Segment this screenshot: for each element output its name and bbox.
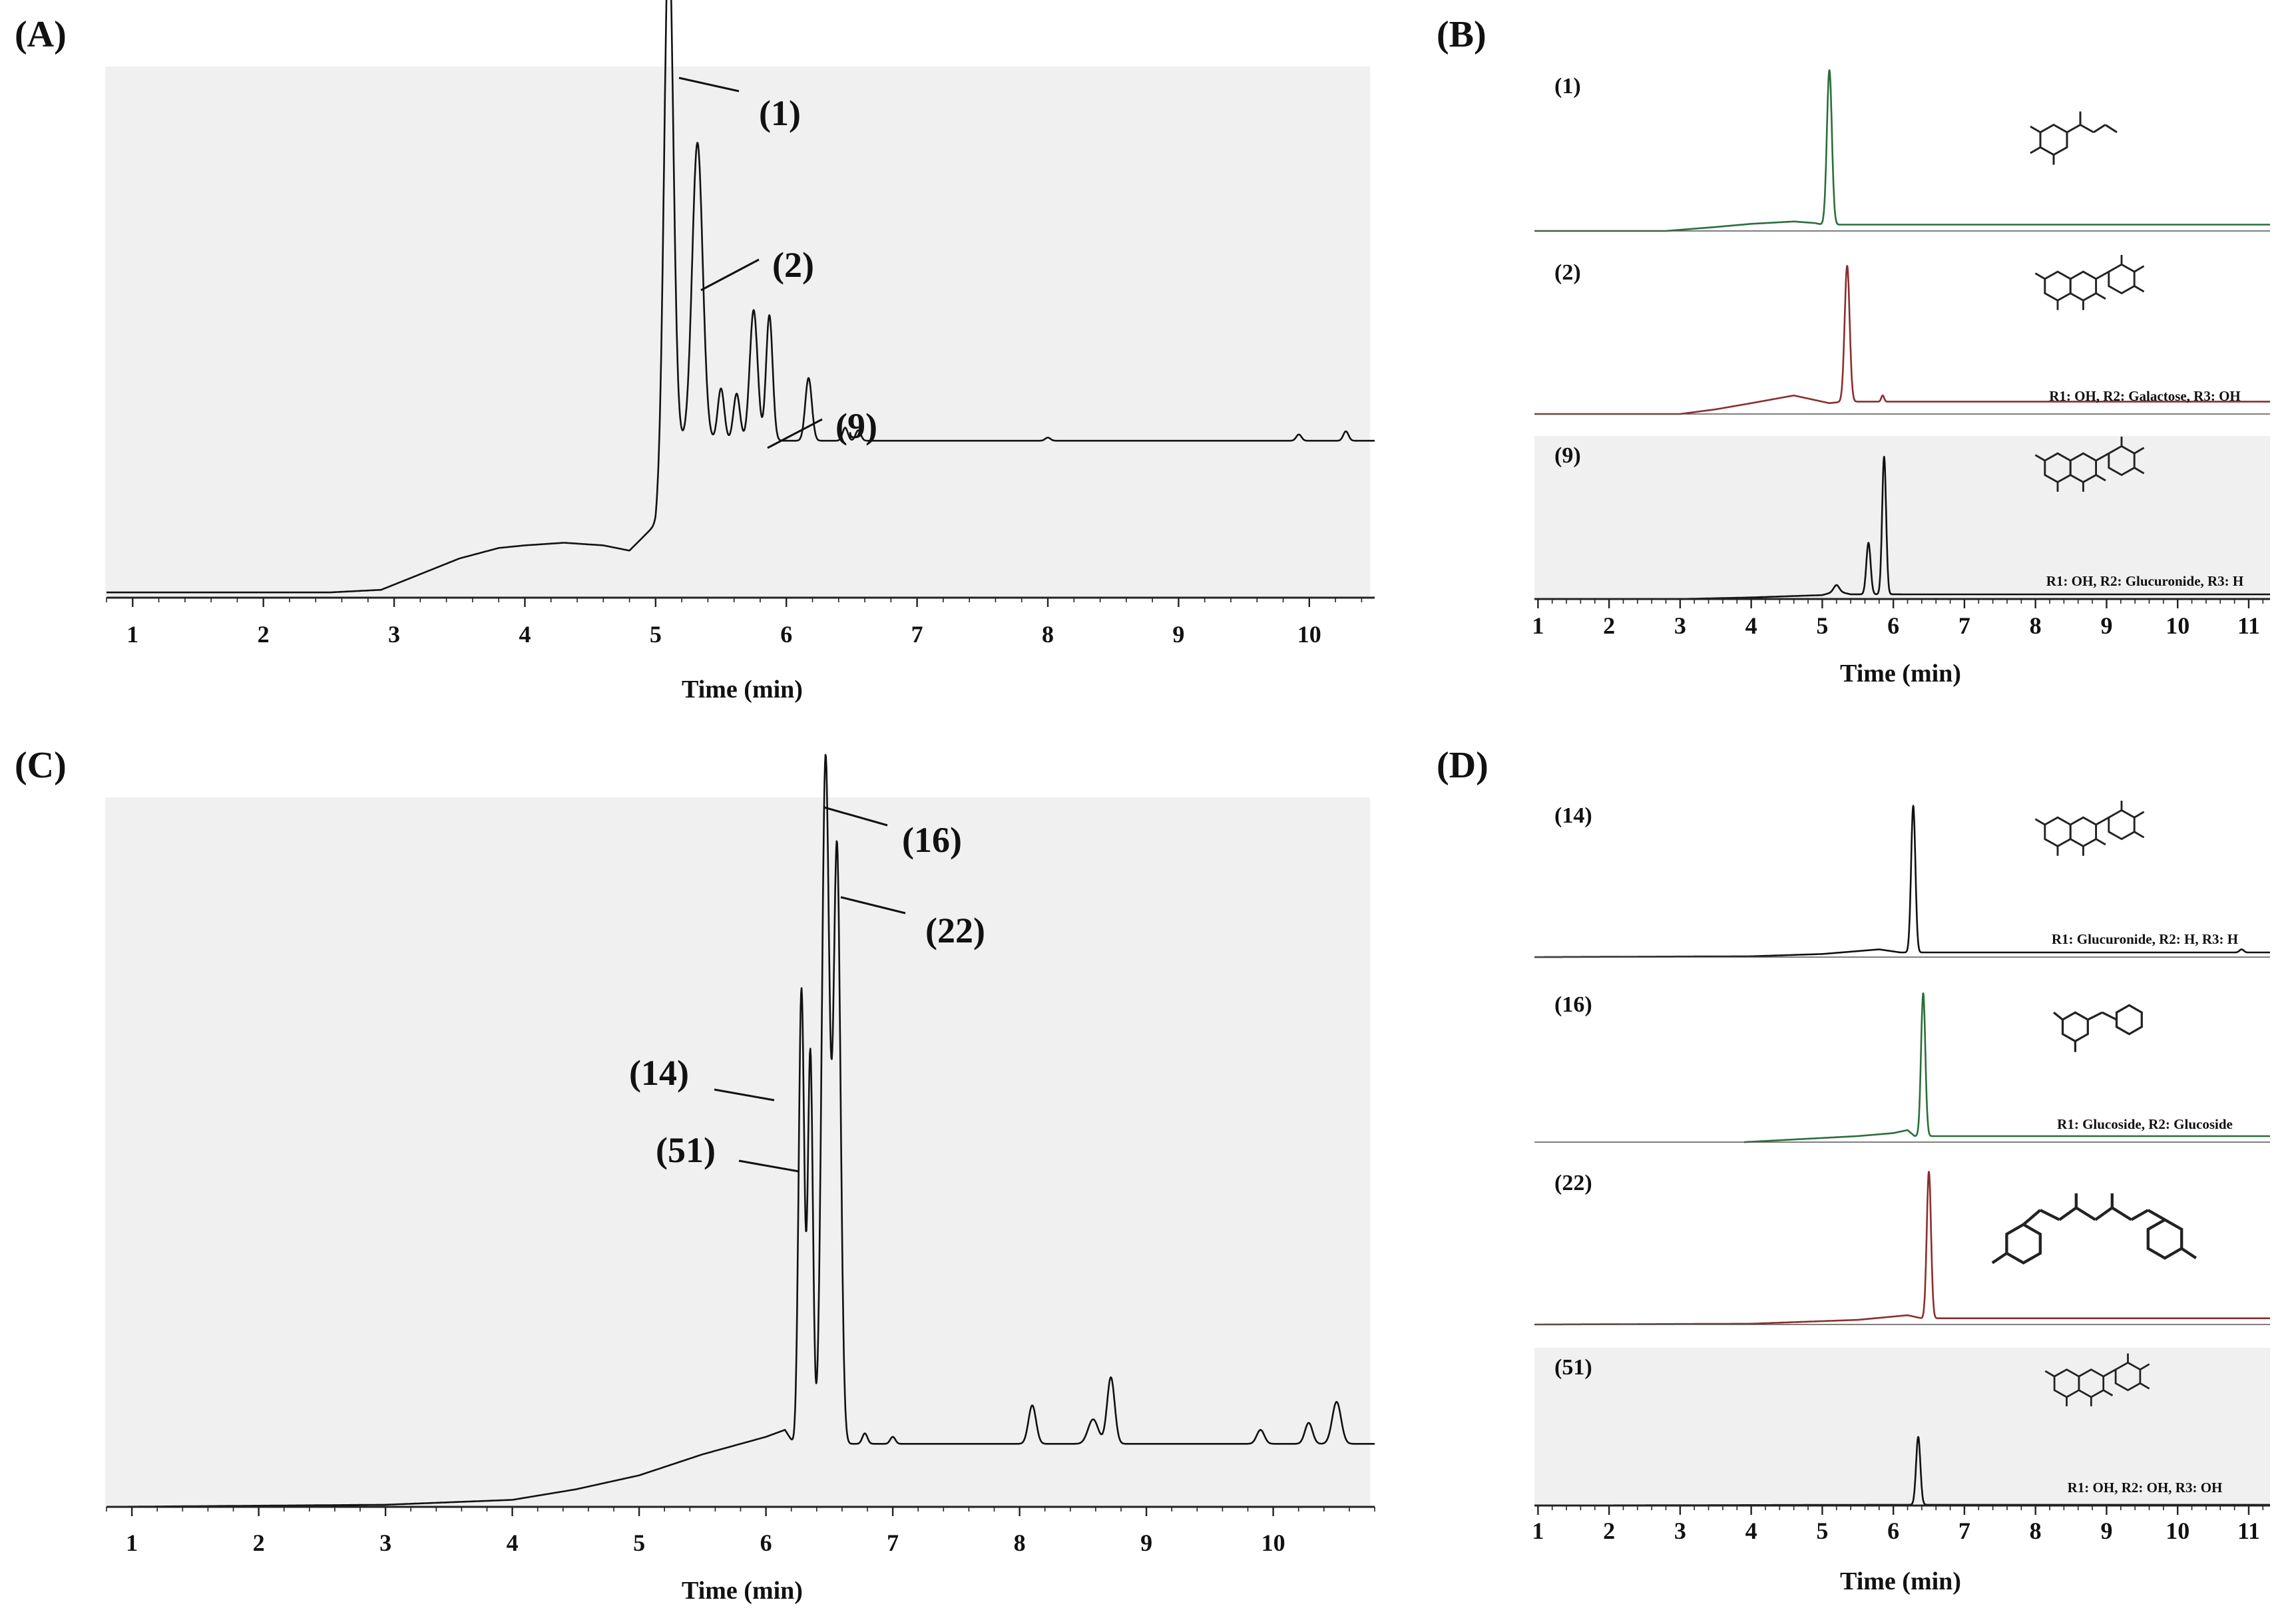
panel-d-tick-label: 8 (2030, 1518, 2042, 1544)
panel-d: (D) (14) R1: Glucuronide, R2: H, R3: H (16)… (1437, 745, 2271, 1595)
panel-a-tick-label: 3 (388, 621, 400, 648)
panel-d-tick-label: 11 (2237, 1518, 2260, 1544)
panel-c-tick-label: 9 (1140, 1529, 1152, 1556)
panel-c-tick-label: 2 (253, 1529, 265, 1556)
panel-c-peak-label: (22) (925, 911, 985, 950)
panel-a-peak-label: (2) (772, 245, 814, 285)
panel-c-chromatogram (106, 753, 1375, 1508)
panel-b-subplot-trace (1534, 69, 2271, 232)
panel-a-annotation-leader (767, 418, 823, 449)
panel-c-annotation-leader (714, 1088, 775, 1102)
panel-d-structure-icon (1992, 1193, 2196, 1263)
panel-a-annotation-leader (700, 258, 760, 292)
panel-d-tick-label: 5 (1816, 1518, 1828, 1544)
panel-d-subplot-trace (1743, 992, 2271, 1143)
panel-b-structure-icon (2034, 254, 2146, 311)
panel-a-chromatogram (106, 0, 1375, 594)
panel-d-subplot-label: (14) (1554, 803, 1592, 828)
panel-a: (A) 1 2 3 4 5 6 7 8 9 10 Time (min) (1) (2) (9) (15, 0, 1375, 704)
panel-b-tick-label: 10 (2166, 612, 2189, 639)
panel-b-structure-caption: R1: OH, R2: Glucuronide, R3: H (2046, 573, 2244, 589)
panel-b-tick-label: 6 (1887, 612, 1899, 639)
panel-b-tick-label: 2 (1603, 612, 1615, 639)
panel-b-tick-label: 11 (2237, 612, 2260, 639)
panel-c-tick-label: 5 (633, 1529, 645, 1556)
panel-b-subplot-label: (2) (1554, 260, 1581, 285)
panel-c-annotation-leader (840, 896, 906, 914)
panel-d-subplot-bg (1534, 1348, 2270, 1506)
panel-label-a: (A) (15, 14, 67, 55)
panel-c-peak-label: (14) (629, 1053, 689, 1093)
panel-label-c: (C) (15, 745, 67, 786)
panel-d-tick-label: 9 (2100, 1518, 2112, 1544)
panel-c-annotation-leader (738, 1159, 800, 1173)
panel-c-peak-label: (16) (902, 820, 962, 860)
panel-c: (C) 1 2 3 4 5 6 7 8 9 10 Time (min) (16) (22) (14) (51) (15, 745, 1375, 1605)
panel-c-tick-label: 7 (887, 1529, 899, 1556)
panel-b-subplot-label: (9) (1554, 443, 1581, 468)
panel-b-tick-label: 9 (2100, 612, 2112, 639)
panel-a-annotation-leader (678, 77, 740, 93)
panel-a-tick-label: 8 (1042, 621, 1054, 648)
panel-b-tick-label: 3 (1674, 612, 1686, 639)
panel-b-structure-caption: R1: OH, R2: Galactose, R3: OH (2049, 388, 2241, 404)
panel-b-tick-label: 1 (1532, 612, 1544, 639)
panel-d-structure-icon (2052, 1004, 2143, 1054)
panel-b-subplot-bg (1534, 436, 2270, 599)
panel-a-tick-label: 2 (258, 621, 270, 648)
panel-c-tick-label: 6 (760, 1529, 772, 1556)
panel-b-tick-label: 7 (1958, 612, 1970, 639)
panel-d-subplot-label: (16) (1554, 992, 1592, 1017)
panel-d-structure-caption: R1: Glucuronide, R2: H, R3: H (2052, 931, 2238, 947)
panel-d-tick-label: 1 (1532, 1518, 1544, 1544)
panel-a-peak-label: (1) (759, 93, 801, 133)
panel-c-x-label: Time (min) (682, 1577, 803, 1605)
panel-a-plot-area (105, 67, 1370, 598)
panel-b-x-label: Time (min) (1840, 660, 1961, 688)
panel-d-x-label: Time (min) (1840, 1567, 1961, 1595)
panel-b-tick-label: 5 (1816, 612, 1828, 639)
panel-a-x-label: Time (min) (682, 676, 803, 704)
panel-b-tick-label: 8 (2030, 612, 2042, 639)
panel-b-subplot-label: (1) (1554, 74, 1581, 99)
panel-d-subplot-label: (51) (1554, 1355, 1592, 1380)
panel-b-tick-label: 4 (1745, 612, 1757, 639)
panel-label-d: (D) (1437, 745, 1489, 786)
panel-d-subplot-trace (1534, 1171, 2271, 1326)
panel-c-tick-label: 3 (379, 1529, 391, 1556)
panel-d-structure-icon (2034, 799, 2146, 857)
panel-a-tick-label: 6 (780, 621, 792, 648)
panel-d-tick-label: 6 (1887, 1518, 1899, 1544)
panel-a-peak-label: (9) (835, 406, 877, 446)
panel-c-annotation-leader (823, 806, 888, 827)
panel-b-structure-icon (2029, 110, 2118, 166)
panel-a-tick-label: 1 (126, 621, 138, 648)
panel-c-tick-label: 10 (1261, 1529, 1285, 1556)
panel-d-tick-label: 3 (1674, 1518, 1686, 1544)
panel-a-tick-label: 7 (911, 621, 923, 648)
panel-d-structure-caption: R1: Glucoside, R2: Glucoside (2057, 1116, 2233, 1132)
panel-label-b: (B) (1437, 14, 1487, 55)
panel-d-tick-label: 7 (1958, 1518, 1970, 1544)
panel-c-tick-label: 8 (1014, 1529, 1026, 1556)
panel-d-tick-label: 2 (1603, 1518, 1615, 1544)
panel-c-tick-label: 4 (507, 1529, 519, 1556)
panel-c-peak-label: (51) (656, 1130, 716, 1170)
panel-a-tick-label: 5 (650, 621, 662, 648)
panel-c-tick-label: 1 (126, 1529, 138, 1556)
panel-a-tick-label: 9 (1172, 621, 1184, 648)
panel-c-plot-area (105, 797, 1370, 1507)
panel-a-tick-label: 10 (1297, 621, 1321, 648)
panel-a-tick-label: 4 (519, 621, 531, 648)
panel-b: (B) (1) (2) R1: OH, R2: Galactose, R3: OH (9… (1437, 14, 2271, 688)
panel-d-subplot-label: (22) (1554, 1171, 1592, 1195)
panel-d-structure-caption: R1: OH, R2: OH, R3: OH (2068, 1480, 2223, 1496)
panel-d-tick-label: 10 (2166, 1518, 2189, 1544)
panel-d-tick-label: 4 (1745, 1518, 1757, 1544)
